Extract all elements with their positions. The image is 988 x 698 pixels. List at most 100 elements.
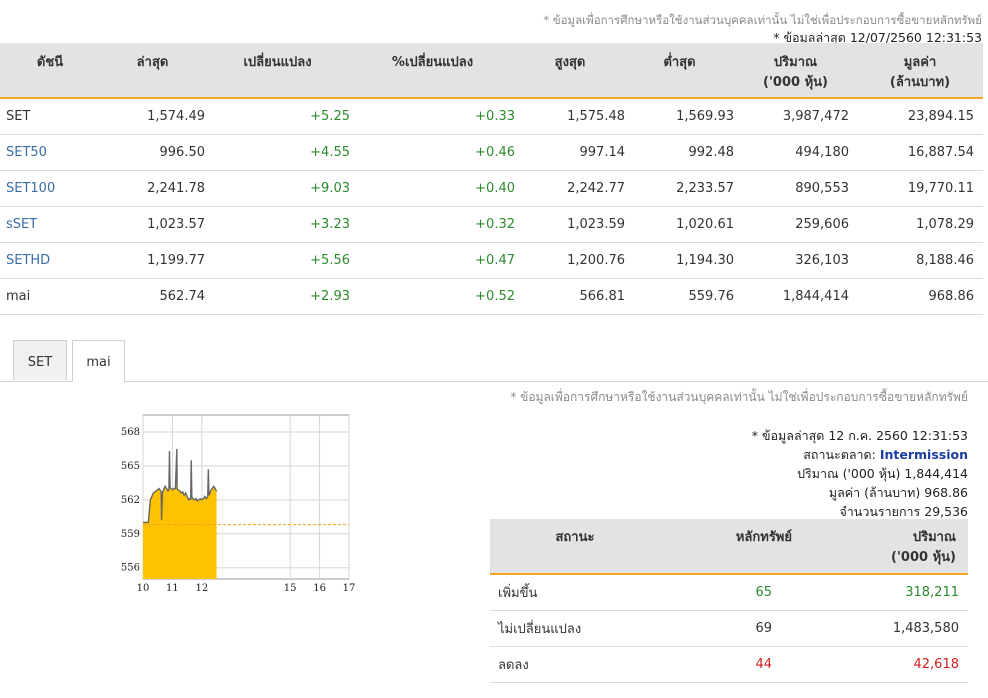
index-table: ดัชนี ล่าสุด เปลี่ยนแปลง %เปลี่ยนแปลง สู… (0, 43, 983, 315)
market-volume: ปริมาณ ('000 หุ้น) 1,844,414 (797, 464, 968, 484)
y-tick-label: 568 (121, 427, 140, 438)
tab-set[interactable]: SET (13, 340, 67, 380)
index-row: mai 562.74 +2.93 +0.52 566.81 559.76 1,844,414… (0, 278, 983, 315)
y-tick-label: 565 (121, 461, 140, 472)
index-cell-change: +4.55 (205, 134, 350, 171)
index-cell-name: SET (0, 98, 100, 135)
index-cell-low: 1,020.61 (625, 206, 734, 243)
status-label: เพิ่มขึ้น (490, 574, 660, 611)
tab-mai[interactable]: mai (72, 340, 125, 382)
market-trades-value: 29,536 (924, 504, 968, 519)
disclaimer: * ข้อมูลเพื่อการศึกษาหรือใช้งานส่วนบุคคล… (543, 13, 982, 27)
series-area (143, 448, 217, 579)
index-cell-low: 992.48 (625, 134, 734, 171)
index-cell-high: 2,242.77 (515, 170, 625, 207)
index-cell-value: 1,078.29 (857, 206, 983, 243)
col-header-label: ปริมาณ (773, 55, 818, 70)
y-tick-label: 556 (121, 563, 140, 574)
index-cell-name: mai (0, 278, 100, 315)
index-cell-change: +9.03 (205, 170, 350, 207)
index-cell-volume: 890,553 (734, 170, 857, 207)
col-header-unit: ('000 หุ้น) (763, 75, 828, 90)
index-row: SETHD 1,199.77 +5.56 +0.47 1,200.76 1,194.30 3… (0, 242, 983, 279)
market-disclaimer: * ข้อมูลเพื่อการศึกษาหรือใช้งานส่วนบุคคล… (510, 390, 968, 404)
last-update: * ข้อมูลล่าสุด 12/07/2560 12:31:53 (773, 30, 982, 45)
status-count: 44 (660, 646, 800, 683)
index-cell-change: +2.93 (205, 278, 350, 315)
index-cell-value: 968.86 (857, 278, 983, 315)
col-header: สถานะ (490, 519, 660, 575)
col-header-label: ปริมาณ (912, 530, 956, 545)
col-header[interactable]: ดัชนี (0, 43, 100, 99)
status-row: ไม่เปลี่ยนแปลง 69 1,483,580 (490, 610, 968, 647)
index-cell-volume: 326,103 (734, 242, 857, 279)
market-volume-label: ปริมาณ ('000 หุ้น) (797, 466, 901, 481)
market-value-label: มูลค่า (ล้านบาท) (828, 485, 921, 500)
col-header-unit: ('000 หุ้น) (891, 550, 956, 565)
index-cell-high: 566.81 (515, 278, 625, 315)
status-label: ลดลง (490, 646, 660, 683)
status-row: เพิ่มขึ้น 65 318,211 (490, 574, 968, 611)
col-header[interactable]: ล่าสุด (100, 43, 205, 99)
col-header-unit: (ล้านบาท) (889, 75, 951, 90)
status-volume: 42,618 (800, 646, 968, 683)
index-cell-low: 1,569.93 (625, 98, 734, 135)
col-header[interactable]: %เปลี่ยนแปลง (350, 43, 515, 99)
index-cell-volume: 3,987,472 (734, 98, 857, 135)
index-cell-pct: +0.47 (350, 242, 515, 279)
index-cell-value: 8,188.46 (857, 242, 983, 279)
index-cell-value: 16,887.54 (857, 134, 983, 171)
y-tick-label: 559 (121, 529, 140, 540)
col-header[interactable]: สูงสุด (515, 43, 625, 99)
market-value: มูลค่า (ล้านบาท) 968.86 (829, 483, 968, 503)
index-row: SET100 2,241.78 +9.03 +0.40 2,242.77 2,233.57… (0, 170, 983, 207)
index-cell-name[interactable]: sSET (0, 206, 100, 243)
index-cell-name[interactable]: SETHD (0, 242, 100, 279)
index-cell-last: 562.74 (100, 278, 205, 315)
status-count: 69 (660, 610, 800, 647)
index-cell-change: +3.23 (205, 206, 350, 243)
market-value-value: 968.86 (924, 485, 968, 500)
index-cell-name[interactable]: SET50 (0, 134, 100, 171)
index-row: SET 1,574.49 +5.25 +0.33 1,575.48 1,569.93 3,9… (0, 98, 983, 135)
status-volume: 318,211 (800, 574, 968, 611)
index-cell-volume: 1,844,414 (734, 278, 857, 315)
index-cell-high: 997.14 (515, 134, 625, 171)
intraday-chart-svg: 10 11 12 15 16 17 556 559 562 565 568 (121, 414, 355, 594)
status-count: 65 (660, 574, 800, 611)
series-line (143, 448, 218, 524)
index-cell-name[interactable]: SET100 (0, 170, 100, 207)
index-cell-last: 1,199.77 (100, 242, 205, 279)
index-cell-value: 23,894.15 (857, 98, 983, 135)
index-cell-pct: +0.46 (350, 134, 515, 171)
index-row: sSET 1,023.57 +3.23 +0.32 1,023.59 1,020.61 25… (0, 206, 983, 243)
col-header[interactable]: ปริมาณ ('000 หุ้น) (734, 43, 857, 99)
market-status-value: Intermission (879, 447, 968, 462)
index-cell-pct: +0.33 (350, 98, 515, 135)
index-table-header: ดัชนี ล่าสุด เปลี่ยนแปลง %เปลี่ยนแปลง สู… (0, 43, 983, 99)
x-tick-label: 10 (137, 583, 150, 594)
col-header[interactable]: ต่ำสุด (625, 43, 734, 99)
market-tabs: SET mai (0, 340, 988, 382)
market-status-label: สถานะตลาด: (803, 447, 876, 462)
col-header[interactable]: เปลี่ยนแปลง (205, 43, 350, 99)
status-table-header: สถานะ หลักทรัพย์ ปริมาณ ('000 หุ้น) (490, 519, 968, 575)
index-cell-high: 1,575.48 (515, 98, 625, 135)
index-cell-low: 559.76 (625, 278, 734, 315)
market-last-update: * ข้อมูลล่าสุด 12 ก.ค. 2560 12:31:53 (751, 428, 968, 443)
col-header-label: มูลค่า (903, 55, 937, 70)
index-cell-last: 1,574.49 (100, 98, 205, 135)
index-cell-last: 2,241.78 (100, 170, 205, 207)
market-volume-value: 1,844,414 (904, 466, 968, 481)
x-tick-label: 16 (313, 583, 326, 594)
index-cell-change: +5.25 (205, 98, 350, 135)
index-row: SET50 996.50 +4.55 +0.46 997.14 992.48 494,180… (0, 134, 983, 171)
index-cell-change: +5.56 (205, 242, 350, 279)
y-tick-label: 562 (121, 495, 140, 506)
col-header[interactable]: มูลค่า (ล้านบาท) (857, 43, 983, 99)
intraday-chart: 10 11 12 15 16 17 556 559 562 565 568 (118, 410, 358, 599)
index-cell-volume: 494,180 (734, 134, 857, 171)
index-cell-volume: 259,606 (734, 206, 857, 243)
index-cell-high: 1,200.76 (515, 242, 625, 279)
x-tick-label: 15 (284, 583, 297, 594)
